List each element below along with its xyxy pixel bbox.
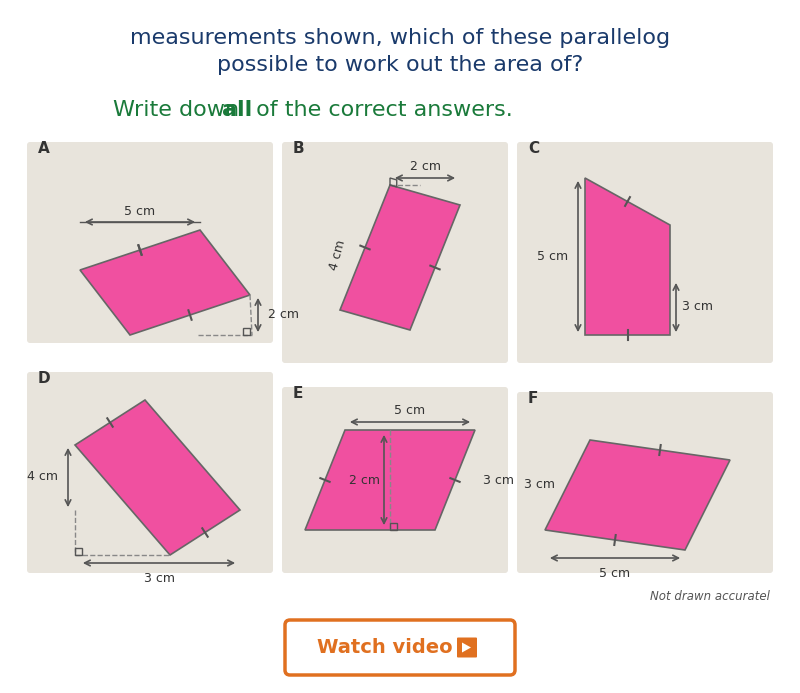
- Polygon shape: [545, 440, 730, 550]
- Polygon shape: [462, 642, 471, 653]
- Text: 4 cm: 4 cm: [27, 471, 58, 484]
- FancyBboxPatch shape: [517, 142, 773, 363]
- Text: 2 cm: 2 cm: [268, 308, 299, 322]
- Text: 5 cm: 5 cm: [394, 404, 426, 417]
- Text: 3 cm: 3 cm: [682, 301, 713, 313]
- FancyBboxPatch shape: [282, 387, 508, 573]
- Text: 5 cm: 5 cm: [125, 205, 155, 218]
- Text: Watch video: Watch video: [317, 638, 453, 657]
- Text: measurements shown, which of these parallelog: measurements shown, which of these paral…: [130, 28, 670, 48]
- Polygon shape: [305, 430, 475, 530]
- FancyBboxPatch shape: [517, 392, 773, 573]
- Polygon shape: [75, 400, 240, 555]
- Text: 3 cm: 3 cm: [524, 478, 555, 491]
- Text: all: all: [222, 100, 252, 120]
- Text: E: E: [293, 386, 303, 401]
- Text: Not drawn accuratel: Not drawn accuratel: [650, 590, 770, 603]
- Text: possible to work out the area of?: possible to work out the area of?: [217, 55, 583, 75]
- Text: 2 cm: 2 cm: [410, 160, 441, 173]
- Text: 5 cm: 5 cm: [599, 567, 630, 580]
- Polygon shape: [80, 230, 250, 335]
- Text: 5 cm: 5 cm: [537, 249, 568, 263]
- Text: D: D: [38, 371, 50, 386]
- Text: of the correct answers.: of the correct answers.: [249, 100, 513, 120]
- Text: 2 cm: 2 cm: [349, 473, 380, 486]
- Text: Write down: Write down: [113, 100, 246, 120]
- Text: F: F: [528, 391, 538, 406]
- FancyBboxPatch shape: [27, 372, 273, 573]
- Text: 3 cm: 3 cm: [483, 473, 514, 486]
- FancyBboxPatch shape: [27, 142, 273, 343]
- FancyBboxPatch shape: [285, 620, 515, 675]
- Polygon shape: [585, 178, 670, 335]
- Text: C: C: [528, 141, 539, 156]
- Text: 3 cm: 3 cm: [143, 572, 174, 585]
- Text: A: A: [38, 141, 50, 156]
- Polygon shape: [340, 185, 460, 330]
- Text: B: B: [293, 141, 305, 156]
- FancyBboxPatch shape: [457, 638, 477, 658]
- Text: 4 cm: 4 cm: [327, 238, 348, 272]
- FancyBboxPatch shape: [282, 142, 508, 363]
